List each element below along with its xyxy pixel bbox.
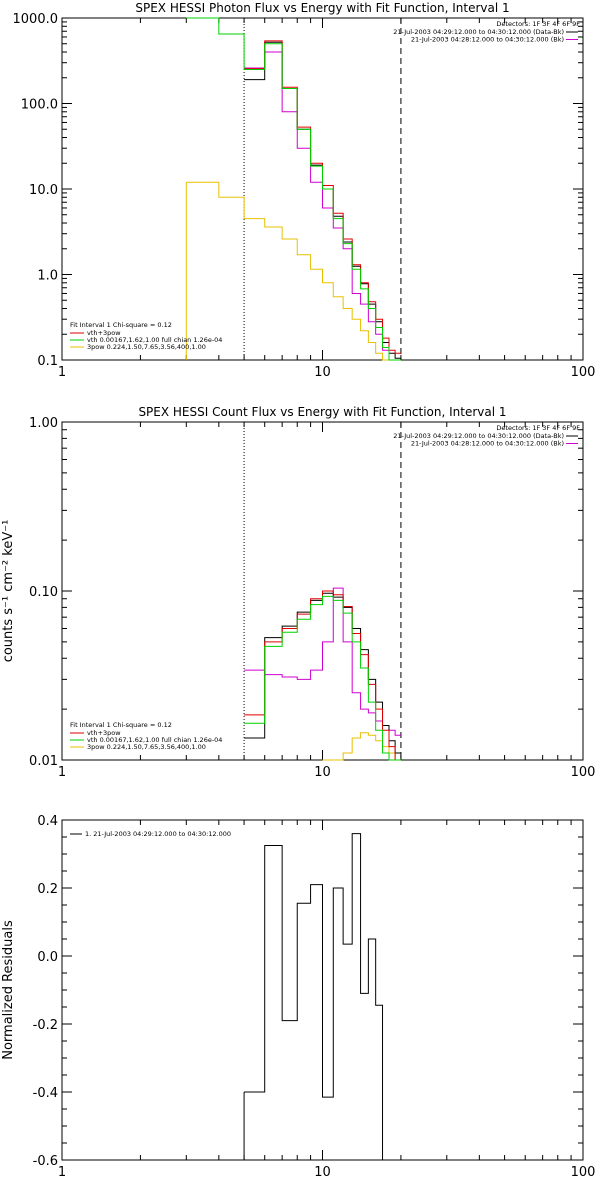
fit-legend-entry: vth+3pow [87,729,121,737]
x-tick-label: 100 [571,765,596,780]
chart-title: SPEX HESSI Photon Flux vs Energy with Fi… [135,1,509,15]
legend-entry: 21-Jul-2003 04:28:12.000 to 04:30:12.000… [411,36,564,44]
legend-entry: 21-Jul-2003 04:28:12.000 to 04:30:12.000… [411,440,564,448]
legend: 1. 21-Jul-2003 04:29:12.000 to 04:30:12.… [70,830,231,838]
legend-entry: 21-Jul-2003 04:29:12.000 to 04:30:12.000… [393,432,564,440]
x-tick-label: 1 [58,1165,66,1180]
chart-panel-3: 1 10 100 -0.6 -0.4 -0.2 0.0 0.2 0.4 Normalized Re… [1,814,595,1180]
legend-entry: 21-Jul-2003 04:29:12.000 to 04:30:12.000… [393,28,564,36]
y-tick-label: 0.0 [37,950,58,965]
x-tick-label: 1 [58,365,66,380]
y-tick-label: 0.01 [29,754,58,769]
y-axis-label: counts s⁻¹ cm⁻² keV⁻¹ [1,520,16,663]
fit-legend-entry: vth+3pow [87,329,121,337]
y-tick-label: 0.1 [37,354,58,369]
fit-legend-header: Fit Interval 1 Chi-square = 0.12 [70,321,172,329]
y-tick-label: 1000.0 [13,12,59,27]
y-tick-label: 0.4 [37,814,58,829]
x-tick-label: 10 [314,1165,331,1180]
legend-header: Detectors: 1F 3F 4F 6F 9F [496,20,580,28]
series-line-5 [244,51,389,351]
fit-legend-entry: 3pow 0.224,1.50,7.65,3.56,400,1.00 [87,343,206,351]
legend-header: Detectors: 1F 3F 4F 6F 9F [496,424,580,432]
x-tick-label: 1 [58,765,66,780]
y-tick-label: 1.0 [37,269,58,284]
series-line-3 [186,17,401,361]
y-tick-label: -0.2 [33,1018,58,1033]
chart-title: SPEX HESSI Count Flux vs Energy with Fit… [138,405,506,419]
fit-legend: Fit Interval 1 Chi-square = 0.12vth+3pow… [70,321,222,351]
series-line-1 [244,592,401,754]
series-line-2 [244,590,401,761]
fit-legend: Fit Interval 1 Chi-square = 0.12vth+3pow… [70,721,222,751]
series-line-3 [244,595,401,761]
y-tick-label: 10.0 [29,183,58,198]
y-tick-label: 1.00 [29,416,58,431]
x-tick-label: 100 [571,365,596,380]
x-tick-label: 10 [314,765,331,780]
x-tick-label: 10 [314,365,331,380]
fit-legend-entry: vth 0.00167,1.62,1.00 full chian 1.26e-0… [87,736,222,744]
x-tick-label: 100 [571,1165,596,1180]
fit-legend-entry: 3pow 0.224,1.50,7.65,3.56,400,1.00 [87,743,206,751]
y-tick-label: 0.10 [29,585,58,600]
legend-entry: 1. 21-Jul-2003 04:29:12.000 to 04:30:12.… [85,830,231,838]
y-tick-label: 100.0 [21,98,58,113]
series-line-1 [244,833,401,1161]
y-axis-label: Normalized Residuals [1,920,16,1060]
series-line-5 [244,587,401,736]
chart-panel-1: SPEX HESSI Photon Flux vs Energy with Fi… [13,1,596,380]
series-line-2 [244,40,401,354]
y-tick-label: 0.2 [37,882,58,897]
y-tick-label: -0.4 [33,1086,58,1101]
chart-panel-2: SPEX HESSI Count Flux vs Energy with Fit… [1,405,595,780]
series-line-4 [186,181,389,361]
y-tick-label: -0.6 [33,1154,58,1169]
fit-legend-header: Fit Interval 1 Chi-square = 0.12 [70,721,172,729]
fit-legend-entry: vth 0.00167,1.62,1.00 full chian 1.26e-0… [87,336,222,344]
